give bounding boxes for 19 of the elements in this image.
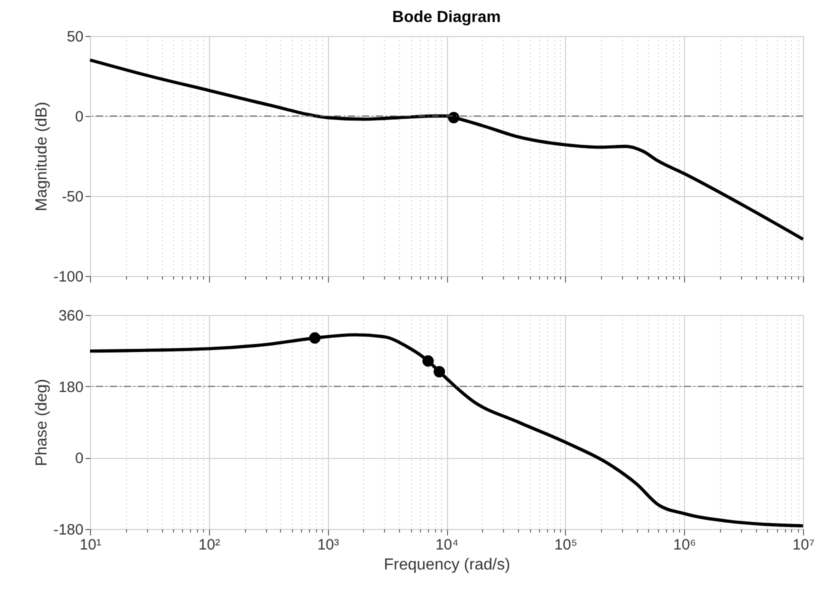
y-tick-label: 360 — [58, 308, 84, 324]
x-tick-label: 10⁴ — [435, 536, 459, 554]
y-axis-title: Magnitude (dB) — [33, 102, 50, 212]
x-tick-label: 10⁵ — [554, 536, 578, 554]
x-tick-label: 10⁶ — [673, 536, 696, 554]
chart-title: Bode Diagram — [392, 9, 501, 26]
y-axis-title: Phase (deg) — [33, 378, 50, 466]
y-tick-label: -180 — [53, 522, 84, 538]
y-tick-label: -50 — [62, 188, 84, 206]
y-tick-label: 180 — [58, 378, 84, 396]
x-tick-label: 10³ — [317, 536, 340, 554]
x-axis-title: Frequency (rad/s) — [384, 556, 510, 574]
x-tick-label: 10¹ — [80, 536, 102, 554]
y-tick-label: 0 — [75, 108, 84, 126]
x-tick-label: 10² — [198, 536, 220, 554]
x-tick-label: 10⁷ — [792, 536, 815, 554]
y-tick-label: 0 — [75, 450, 84, 468]
y-tick-label: -100 — [53, 268, 84, 286]
y-tick-label: 50 — [66, 28, 84, 46]
